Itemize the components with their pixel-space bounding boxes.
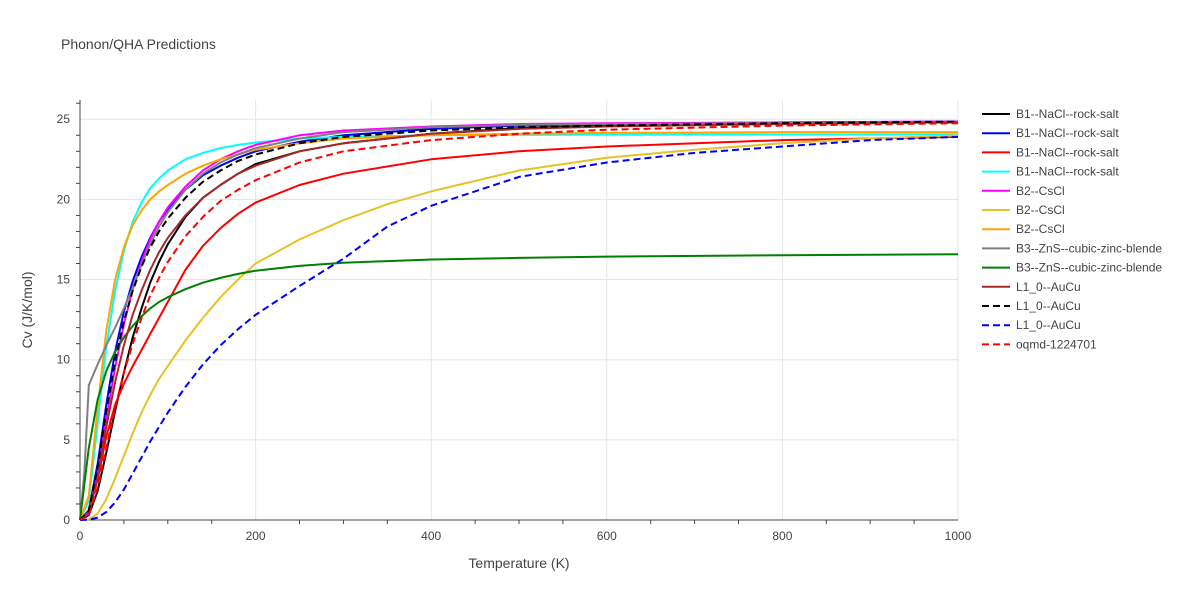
y-axis-title: Cv (J/K/mol) — [19, 272, 35, 349]
y-tick-label: 20 — [57, 192, 71, 206]
legend-label: B1--NaCl--rock-salt — [1016, 145, 1119, 159]
x-tick-label: 200 — [246, 529, 266, 543]
legend-item[interactable]: B2--CsCl — [982, 184, 1065, 198]
legend-item[interactable]: B1--NaCl--rock-salt — [982, 145, 1119, 159]
legend-label: B1--NaCl--rock-salt — [1016, 165, 1119, 179]
legend-item[interactable]: L1_0--AuCu — [982, 280, 1081, 294]
series-line — [79, 134, 959, 521]
grid-lines — [80, 100, 959, 520]
series-line — [79, 135, 959, 521]
legend-label: oqmd-1224701 — [1016, 337, 1097, 351]
legend-item[interactable]: B3--ZnS--cubic-zinc-blende — [982, 241, 1162, 255]
series-line — [79, 131, 958, 521]
y-tick-label: 0 — [63, 513, 70, 527]
legend[interactable]: B1--NaCl--rock-salt B1--NaCl--rock-salt B1… — [982, 107, 1162, 351]
x-tick-label: 600 — [597, 529, 617, 543]
y-tick-label: 15 — [57, 273, 71, 287]
legend-label: B3--ZnS--cubic-zinc-blende — [1016, 241, 1162, 255]
legend-item[interactable]: B3--ZnS--cubic-zinc-blende — [982, 261, 1162, 275]
legend-label: L1_0--AuCu — [1016, 318, 1081, 332]
legend-label: B2--CsCl — [1016, 203, 1065, 217]
y-tick-label: 25 — [57, 112, 71, 126]
legend-item[interactable]: B1--NaCl--rock-salt — [982, 165, 1119, 179]
series-line — [79, 120, 959, 521]
legend-label: B2--CsCl — [1016, 222, 1065, 236]
legend-label: L1_0--AuCu — [1016, 299, 1081, 313]
legend-item[interactable]: B2--CsCl — [982, 222, 1065, 236]
legend-label: B3--ZnS--cubic-zinc-blende — [1016, 261, 1162, 275]
legend-label: B1--NaCl--rock-salt — [1016, 107, 1119, 121]
axes: 0 200 400 600 800 1000 0 5 10 15 20 25 — [57, 100, 972, 543]
x-tick-label: 1000 — [945, 529, 972, 543]
x-tick-label: 400 — [421, 529, 441, 543]
series-line — [79, 120, 959, 521]
x-tick-label: 0 — [77, 529, 84, 543]
y-tick-label: 10 — [57, 353, 71, 367]
legend-item[interactable]: B1--NaCl--rock-salt — [982, 126, 1119, 140]
legend-item[interactable]: L1_0--AuCu — [982, 318, 1081, 332]
series-line — [79, 120, 959, 521]
x-axis-title: Temperature (K) — [468, 555, 569, 571]
series-line — [79, 120, 959, 521]
legend-item[interactable]: B2--CsCl — [982, 203, 1065, 217]
y-tick-label: 5 — [63, 433, 70, 447]
series-lines — [79, 120, 959, 521]
legend-label: B1--NaCl--rock-salt — [1016, 126, 1119, 140]
legend-label: L1_0--AuCu — [1016, 280, 1081, 294]
series-line — [79, 121, 959, 521]
series-line — [79, 122, 959, 521]
series-line — [79, 253, 959, 521]
chart-title: Phonon/QHA Predictions — [61, 36, 216, 52]
legend-item[interactable]: B1--NaCl--rock-salt — [982, 107, 1119, 121]
legend-item[interactable]: L1_0--AuCu — [982, 299, 1081, 313]
legend-item[interactable]: oqmd-1224701 — [982, 337, 1097, 351]
series-line — [79, 135, 959, 521]
legend-label: B2--CsCl — [1016, 184, 1065, 198]
x-tick-label: 800 — [772, 529, 792, 543]
series-line — [79, 121, 959, 521]
